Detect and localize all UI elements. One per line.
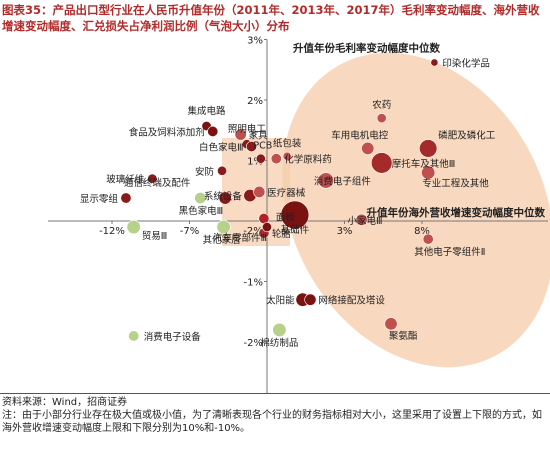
bubble — [272, 322, 287, 337]
y-tick-label: -1% — [244, 278, 263, 289]
footer: 资料来源：Wind，招商证券 注：由于小部分行业存在极大值或极小值，为了清晰表现… — [2, 396, 548, 435]
bubbles — [120, 58, 439, 342]
bubble-label: 安防 — [195, 166, 215, 178]
bubble-label: 聚氨酯 — [389, 330, 418, 342]
bubble-label: 车用电机电控 — [331, 129, 389, 141]
bubble — [194, 191, 207, 205]
bubble-label: 化学原料药 — [284, 154, 332, 166]
bubble-label: 家具 — [249, 129, 269, 141]
bubble-label: 小家电Ⅲ — [348, 215, 383, 227]
bubble-label: 基础件 — [281, 224, 310, 236]
bubble — [430, 58, 439, 67]
divider — [0, 393, 550, 394]
bubble-label: 印染化学品 — [442, 57, 490, 69]
bubble — [217, 165, 228, 176]
bubble — [234, 128, 247, 141]
bubble-label: 专业工程及其他 — [422, 178, 489, 190]
bubble — [422, 233, 434, 245]
bubble-label: 消费电子设备 — [144, 331, 202, 343]
bubble-label: 其他电子零组件Ⅱ — [414, 246, 485, 258]
x-tick-label: -7% — [180, 226, 199, 237]
bubble-label: 白色家电Ⅲ — [199, 142, 244, 154]
x-tick-label: -12% — [99, 226, 125, 237]
bubble-label: 网络接配及塔设 — [318, 295, 385, 307]
bubble — [270, 153, 282, 165]
bubble-label: 食品及饲料添加剂 — [129, 126, 205, 138]
bubble-label: 磷肥及磷化工 — [438, 129, 496, 141]
bubble-label: 棉纺制品 — [260, 337, 298, 349]
y-tick-label: 2% — [247, 96, 263, 107]
bubble-label: 通信终端及配件 — [124, 177, 191, 189]
y-tick-label: 3% — [247, 36, 263, 47]
bubble-label: 其他家居 — [203, 234, 241, 246]
bubble-label: 汽车零部件Ⅲ — [213, 232, 267, 244]
note-text: 注：由于小部分行业存在极大值或极小值，为了清晰表现各个行业的财务指标相对大小，这… — [2, 410, 542, 434]
highlight-layer — [222, 52, 550, 368]
bubble-label: 黑色家电Ⅲ — [179, 205, 224, 217]
bubble — [207, 125, 219, 137]
bubble — [421, 165, 436, 180]
bubble — [253, 185, 266, 198]
bubble-label: 贸易Ⅲ — [142, 230, 168, 242]
bubble — [355, 213, 368, 226]
x-tick-label: 8% — [414, 226, 430, 237]
bubble — [419, 139, 438, 158]
bubble-label: 玻璃纤维 — [106, 174, 145, 186]
bubble — [218, 191, 232, 205]
y-tick-label: -2% — [244, 338, 263, 349]
bubble-label: 显示零组 — [80, 193, 119, 205]
bubble-label: 轮胎 — [272, 228, 292, 240]
bubble — [282, 151, 292, 161]
source-text: 资料来源：Wind，招商证券 — [2, 397, 128, 408]
bubble — [371, 152, 393, 174]
y-axis-title: 升值年份毛利率变动幅度中位数 — [293, 42, 440, 55]
x-tick-label: 3% — [337, 226, 353, 237]
bubble — [317, 172, 335, 189]
bubble — [147, 173, 158, 184]
x-tick-label: -2% — [243, 226, 262, 237]
bubble-label: 面板 — [276, 212, 296, 224]
bubble — [376, 113, 387, 124]
highlight-ellipse — [282, 52, 550, 368]
bubble — [126, 219, 141, 235]
bubble — [280, 200, 310, 230]
bubble-label: 农药 — [372, 99, 391, 111]
bubble — [384, 317, 398, 331]
bubble-label: 医疗器械 — [267, 187, 306, 199]
bubble-label: 系统设备 — [204, 191, 243, 203]
bubble-label: 摩托车及其他Ⅲ — [392, 158, 456, 170]
bubble — [128, 330, 140, 342]
bubble-label: 消费电子组件 — [314, 175, 372, 187]
bubble-label: 太阳能 — [266, 295, 295, 307]
x-axis-title: 升值年份海外营收增速变动幅度中位数 — [367, 206, 546, 219]
bubble — [120, 192, 132, 204]
bubble — [255, 153, 266, 164]
figure-title: 图表35：产品出口型行业在人民币升值年份（2011年、2013年、2017年）毛… — [2, 3, 540, 33]
bubble — [361, 141, 375, 155]
bubble-chart: -12%-7%-2%3%8%3%2%1%-1%-2%-3%升值年份毛利率变动幅度… — [48, 36, 550, 393]
bubble-label: PCB — [253, 141, 272, 152]
bubble-label: 纸包装 — [273, 137, 302, 149]
bubble — [246, 141, 258, 153]
bubble-label: 集成电路 — [188, 105, 227, 117]
bubble — [216, 219, 231, 235]
bubble — [304, 293, 317, 306]
y-tick-label: 1% — [247, 157, 263, 168]
bubble — [262, 222, 272, 233]
bubble-label: 照明电工 — [228, 123, 267, 135]
axes: -12%-7%-2%3%8%3%2%1%-1%-2%-3%升值年份毛利率变动幅度… — [48, 36, 548, 393]
